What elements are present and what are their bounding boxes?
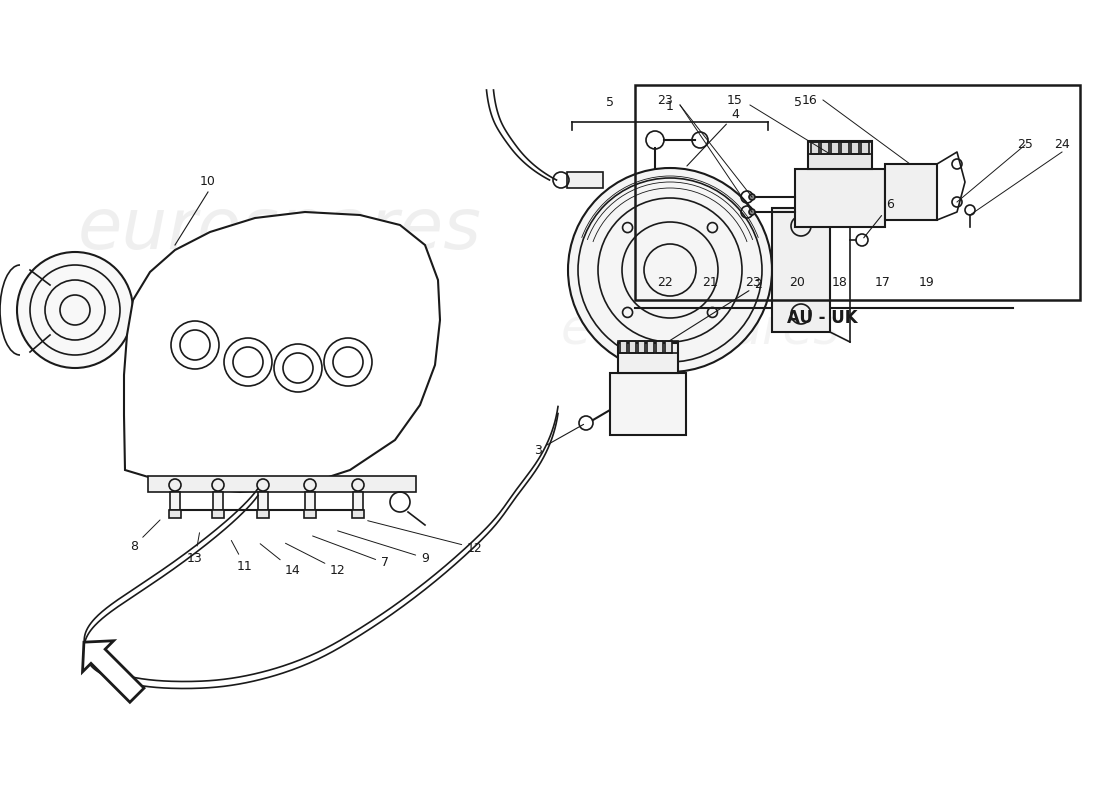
Text: 10: 10 xyxy=(200,175,216,188)
Bar xyxy=(656,341,663,353)
Text: 21: 21 xyxy=(702,275,718,289)
Bar xyxy=(212,510,224,518)
Bar xyxy=(795,169,886,227)
Bar xyxy=(618,343,678,373)
Text: 24: 24 xyxy=(1054,138,1070,151)
Bar xyxy=(258,492,268,510)
Bar xyxy=(304,510,316,518)
Text: 25: 25 xyxy=(1018,138,1033,151)
Text: 6: 6 xyxy=(864,198,894,238)
Bar xyxy=(169,510,182,518)
Circle shape xyxy=(749,194,755,200)
Text: 1: 1 xyxy=(667,99,674,113)
Text: 2: 2 xyxy=(669,278,762,342)
Circle shape xyxy=(749,209,755,215)
Text: 15: 15 xyxy=(727,94,742,106)
Text: 23: 23 xyxy=(657,94,673,106)
Bar xyxy=(886,164,937,220)
Text: 8: 8 xyxy=(130,520,159,553)
Text: 9: 9 xyxy=(338,531,429,565)
Bar xyxy=(305,492,315,510)
Bar xyxy=(647,341,654,353)
Bar xyxy=(851,142,859,154)
Bar xyxy=(610,373,686,435)
Bar xyxy=(811,142,819,154)
Circle shape xyxy=(16,252,133,368)
Text: 22: 22 xyxy=(657,275,673,289)
Text: 16: 16 xyxy=(802,94,818,106)
Bar xyxy=(666,341,672,353)
Text: 5: 5 xyxy=(794,96,802,109)
Bar xyxy=(830,142,839,154)
Text: 17: 17 xyxy=(876,275,891,289)
Bar xyxy=(352,510,364,518)
Bar xyxy=(635,85,1080,300)
Bar xyxy=(808,141,872,169)
Text: 4: 4 xyxy=(686,109,739,166)
Bar xyxy=(170,492,180,510)
Text: eurospares: eurospares xyxy=(78,195,482,265)
Text: eurospares: eurospares xyxy=(560,306,839,354)
Text: 7: 7 xyxy=(312,536,389,570)
Bar xyxy=(861,142,869,154)
Bar xyxy=(257,510,270,518)
Bar xyxy=(148,476,416,492)
Bar xyxy=(821,142,829,154)
Bar xyxy=(213,492,223,510)
Text: AU - UK: AU - UK xyxy=(786,309,857,327)
Text: 5: 5 xyxy=(606,96,614,109)
Text: 20: 20 xyxy=(789,275,805,289)
Text: 23: 23 xyxy=(745,275,761,289)
Text: eurospares: eurospares xyxy=(125,343,436,397)
Polygon shape xyxy=(82,641,144,702)
Text: 11: 11 xyxy=(231,541,253,573)
Text: 18: 18 xyxy=(832,275,848,289)
Text: 14: 14 xyxy=(261,544,301,577)
Bar xyxy=(629,341,636,353)
Text: 19: 19 xyxy=(920,275,935,289)
Polygon shape xyxy=(124,212,440,492)
Bar xyxy=(566,172,603,188)
Text: 12: 12 xyxy=(367,521,483,554)
Bar xyxy=(842,142,849,154)
Text: 3: 3 xyxy=(535,424,584,457)
Circle shape xyxy=(568,168,772,372)
Bar xyxy=(772,208,830,332)
Bar xyxy=(618,341,678,353)
Text: 12: 12 xyxy=(286,543,345,577)
Bar xyxy=(808,142,872,154)
Bar xyxy=(353,492,363,510)
Bar xyxy=(620,341,627,353)
Text: 13: 13 xyxy=(187,533,202,565)
Bar xyxy=(638,341,645,353)
